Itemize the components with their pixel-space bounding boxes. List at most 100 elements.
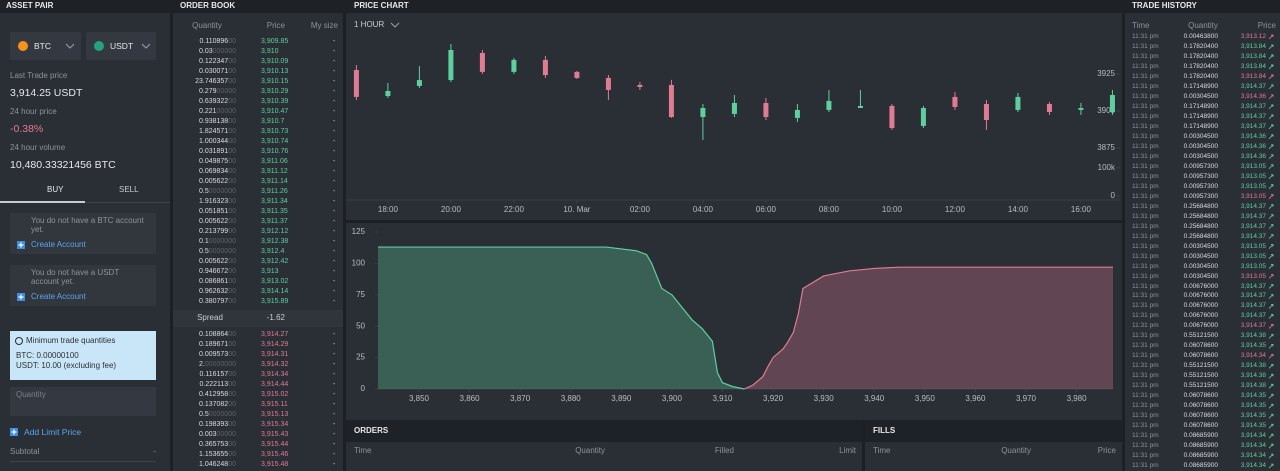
- trade-arrow-icon: [1268, 413, 1274, 419]
- price: 3,911.12: [261, 168, 288, 175]
- quantity-cell: 0.50000000: [199, 410, 236, 420]
- price: 3,915.02: [261, 391, 289, 398]
- candle-body: [385, 90, 391, 97]
- quantity-padding: 00: [228, 461, 236, 468]
- trade-time: 11:31 pm: [1132, 242, 1159, 250]
- quantity-padding: 00: [228, 331, 236, 338]
- stat-label: 24 hour price: [10, 107, 57, 116]
- trade-arrow-icon: [1268, 363, 1274, 369]
- quantity: 0.221: [199, 108, 217, 115]
- quantity-cell: 0.21379900: [199, 227, 236, 237]
- trade-quantity: 0.55121500: [1183, 372, 1218, 380]
- add-limit-link[interactable]: Add Limit Price: [24, 427, 82, 437]
- y-tick-label: 3875: [1097, 143, 1115, 152]
- my-size: -: [333, 461, 336, 468]
- candle-body: [1109, 94, 1115, 113]
- trade-time: 11:31 pm: [1132, 192, 1159, 200]
- quantity-cell: 0.63932200: [199, 97, 236, 107]
- stat-label: Last Trade price: [10, 71, 68, 80]
- interval-select[interactable]: 1 HOUR: [354, 20, 385, 29]
- chart-divider: [346, 220, 1122, 223]
- trade-time: 11:31 pm: [1132, 312, 1159, 320]
- trade-quantity: 0.17148900: [1183, 102, 1218, 110]
- price: 3,910.39: [261, 98, 289, 105]
- trade-quantity: 0.08685900: [1183, 462, 1218, 470]
- trade-quantity: 0.00957300: [1183, 162, 1218, 170]
- y2-tick-label: 0: [1111, 191, 1116, 200]
- my-size: -: [333, 228, 336, 235]
- quantity-padding: 00: [228, 421, 236, 428]
- trade-price: 3,913.12: [1240, 33, 1266, 40]
- price: 3,915.34: [261, 421, 289, 428]
- trade-price: 3,914.36: [1240, 132, 1266, 140]
- trade-arrow-icon: [1268, 373, 1274, 379]
- quantity: 0.938138: [199, 118, 229, 125]
- quantity-cell: 0.00562200: [199, 257, 236, 267]
- column-header: Price: [1257, 21, 1276, 30]
- info-line: BTC: 0.00000100: [16, 351, 79, 360]
- price: 3,910.74: [261, 138, 289, 145]
- quantity-padding: 00: [228, 298, 236, 305]
- trade-arrow-icon: [1268, 64, 1274, 70]
- quantity: 0.009573: [199, 351, 229, 358]
- my-size: -: [333, 381, 336, 388]
- x-tick-label: 3,890: [611, 394, 632, 403]
- x-tick-label: 10. Mar: [563, 205, 590, 214]
- quantity-padding: 00000: [216, 108, 236, 115]
- quantity-padding: 00: [228, 391, 236, 398]
- x-tick-label: 3,940: [864, 394, 885, 403]
- quantity-cell: 0.05185100: [199, 207, 236, 217]
- trade-price: 3,914.35: [1240, 412, 1266, 420]
- price: 3,915.13: [261, 411, 289, 418]
- trade-price: 3,914.37: [1240, 282, 1266, 290]
- quote-label[interactable]: USDT: [110, 41, 134, 51]
- tab-buy[interactable]: BUY: [47, 185, 64, 194]
- my-size: -: [333, 188, 336, 195]
- quantity-input[interactable]: [10, 387, 156, 416]
- column-header: Filled: [714, 446, 734, 455]
- trade-quantity: 0.17820400: [1183, 52, 1218, 60]
- trade-quantity: 0.06078600: [1183, 352, 1218, 360]
- quantity: 0.051851: [199, 208, 229, 215]
- trade-price: 3,914.37: [1240, 322, 1266, 330]
- quantity-padding: 0000000: [208, 188, 236, 195]
- my-size: -: [333, 278, 336, 285]
- tab-sell[interactable]: SELL: [119, 185, 139, 194]
- trade-time: 11:31 pm: [1132, 222, 1159, 230]
- quantity-padding: 000000: [212, 48, 236, 55]
- create-account-link[interactable]: Create Account: [31, 240, 86, 249]
- trade-price: 3,914.35: [1240, 342, 1266, 350]
- trade-arrow-icon: [1268, 164, 1274, 170]
- y-tick-label: 0: [361, 384, 366, 393]
- trade-arrow-icon: [1268, 274, 1274, 279]
- create-account-link[interactable]: Create Account: [31, 292, 86, 301]
- trade-time: 11:31 pm: [1132, 52, 1159, 60]
- price: 3,910.73: [261, 128, 289, 135]
- trade-time: 11:31 pm: [1132, 102, 1159, 110]
- price: 3,915.44: [261, 441, 289, 448]
- trade-time: 11:31 pm: [1132, 72, 1159, 80]
- quantity-cell: 0.18967100: [199, 340, 236, 350]
- trade-time: 11:31 pm: [1132, 212, 1159, 220]
- column-header: Limit: [839, 446, 856, 455]
- my-size: -: [333, 178, 336, 185]
- quantity: 0.031891: [199, 148, 229, 155]
- quantity-cell: 23.74635700: [195, 77, 236, 87]
- base-label[interactable]: BTC: [34, 41, 51, 51]
- y-tick-label: 125: [352, 227, 366, 236]
- stat-value: 10,480.33321456 BTC: [10, 159, 116, 171]
- x-tick-label: 20:00: [441, 205, 462, 214]
- trade-time: 11:31 pm: [1132, 422, 1159, 430]
- quantity-cell: 0.10886400: [199, 330, 236, 340]
- chevron-icon: [390, 22, 400, 28]
- trade-price: 3,914.37: [1240, 302, 1266, 310]
- candle-body: [700, 108, 706, 118]
- quantity: 0.5: [199, 248, 209, 255]
- quantity: 1.153655: [199, 451, 229, 458]
- trade-quantity: 0.25684800: [1183, 212, 1218, 220]
- quantity-padding: 00: [228, 128, 236, 135]
- trade-quantity: 0.08685900: [1183, 442, 1218, 450]
- quantity: 0.412958: [199, 391, 229, 398]
- quantity: 23.746357: [195, 78, 229, 85]
- price: 3,914.29: [261, 341, 289, 348]
